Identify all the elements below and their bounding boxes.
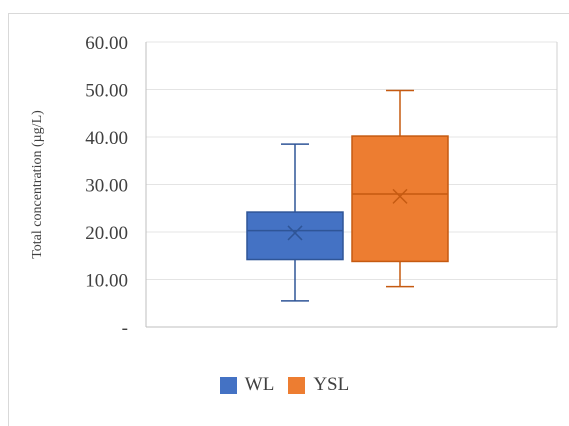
- legend-swatch-ysl: [288, 376, 306, 394]
- y-tick-label: 60.00: [85, 33, 128, 54]
- y-tick-label: 40.00: [85, 128, 128, 149]
- frame-border-top: [8, 13, 569, 14]
- y-axis-title: Total concentration (µg/L): [30, 110, 45, 259]
- legend-item-ysl: YSL: [288, 374, 349, 396]
- legend-label-ysl: YSL: [313, 374, 350, 395]
- legend-item-wl: WL: [219, 374, 275, 396]
- frame-border-left: [8, 13, 9, 426]
- y-tick-label: 10.00: [85, 271, 128, 292]
- boxes: [246, 89, 449, 302]
- box-wl: [246, 143, 344, 302]
- y-tick-labels: - 10.00 20.00 30.00 40.00 50.00 60.00: [85, 33, 128, 339]
- y-tick-label: 20.00: [85, 223, 128, 244]
- mean-marker: [287, 225, 303, 241]
- box-ysl: [351, 89, 449, 288]
- axes: [145, 42, 558, 328]
- legend-label-wl: WL: [244, 374, 275, 395]
- y-tick-label: -: [122, 318, 128, 339]
- y-tick-label: 50.00: [85, 81, 128, 102]
- legend: WL YSL: [0, 374, 569, 396]
- legend-swatch-wl: [219, 376, 237, 394]
- mean-marker: [392, 188, 408, 204]
- box-iqr: [246, 211, 344, 261]
- box-iqr: [351, 135, 449, 263]
- y-tick-label: 30.00: [85, 176, 128, 197]
